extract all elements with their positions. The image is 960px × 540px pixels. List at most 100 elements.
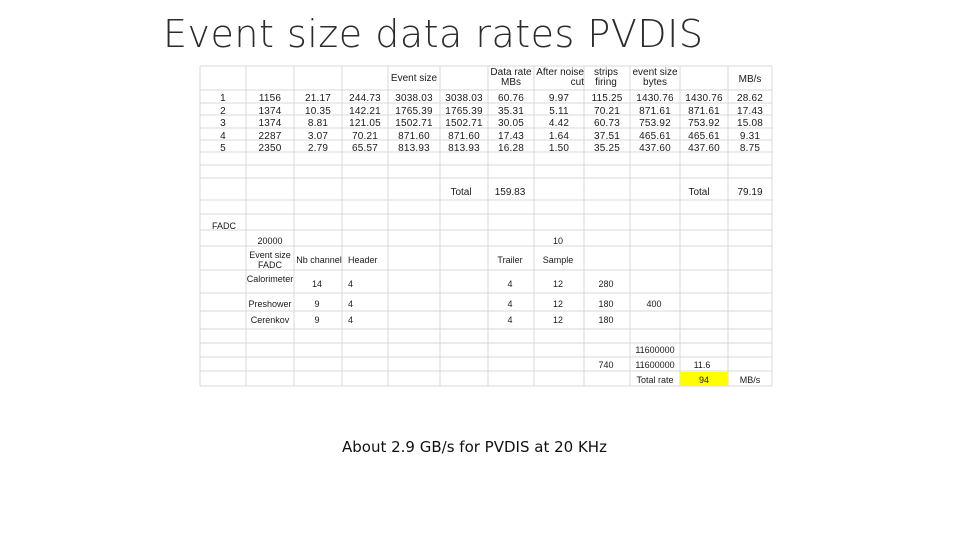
top-cell-r4-c9: 37.51 [593, 131, 621, 142]
fadc-header-r1: 4 [348, 279, 354, 289]
fadc-rate-value: 20000 [257, 236, 283, 246]
fadc-trailer-r2: 4 [507, 299, 513, 309]
preshower-extra: 400 [646, 299, 662, 309]
col-nb-channel: Nb channel [296, 255, 342, 265]
big-rate-value: 11.6 [693, 360, 711, 370]
top-cell-r4-c6: 871.60 [448, 131, 480, 142]
top-cell-r3-c8: 4.42 [548, 118, 570, 129]
top-cell-r4-c2: 2287 [258, 131, 282, 142]
top-cell-r5-c7: 16.28 [497, 143, 525, 154]
top-cell-r5-c11: 437.60 [688, 143, 720, 154]
col-trailer: Trailer [497, 255, 523, 265]
top-cell-r4-c8: 1.64 [548, 131, 570, 142]
top-cell-r5-c6: 813.93 [448, 143, 480, 154]
fadc-trailer-r1: 4 [507, 279, 513, 289]
top-cell-r3-c10: 753.92 [639, 118, 671, 129]
top-cell-r4-c11: 465.61 [688, 131, 720, 142]
fadc-nb-r3: 9 [314, 315, 320, 325]
top-cell-r3-c5: 1502.71 [395, 118, 433, 129]
top-cell-r2-c10: 871.61 [639, 106, 671, 117]
fadc-nb-r2: 9 [314, 299, 320, 309]
top-cell-r4-c7: 17.43 [497, 131, 525, 142]
total-label-1: Total [450, 187, 472, 198]
fadc-sample-r2: 12 [552, 299, 563, 309]
total-rate-label: Total rate [636, 375, 674, 385]
fadc-trailer-r3: 4 [507, 315, 513, 325]
header-event-size: Event size [390, 73, 438, 84]
fadc-name-r3: Cerenkov [250, 315, 290, 325]
top-cell-r5-c8: 1.50 [548, 143, 570, 154]
fadc-size-r3: 180 [598, 315, 614, 325]
slide-title: Event size data rates PVDIS [163, 12, 704, 56]
top-cell-r4-c12: 9.31 [739, 131, 761, 142]
top-cell-r2-c5: 1765.39 [395, 106, 433, 117]
top-cell-r2-c9: 70.21 [593, 106, 621, 117]
top-cell-r2-c1: 2 [220, 106, 226, 117]
fadc-sample-r3: 12 [552, 315, 563, 325]
fadc-size-r1: 280 [598, 279, 614, 289]
fadc-header-r3: 4 [348, 315, 354, 325]
top-cell-r1-c8: 9.97 [548, 93, 570, 104]
header-data-rate: Data rate MBs [490, 67, 532, 88]
total-rate-unit: MB/s [739, 375, 761, 385]
big-value-1: 11600000 [635, 345, 675, 355]
top-cell-r1-c6: 3038.03 [445, 93, 483, 104]
top-cell-r3-c11: 753.92 [688, 118, 720, 129]
top-cell-r1-c2: 1156 [258, 93, 282, 104]
top-cell-r1-c9: 115.25 [591, 93, 623, 104]
top-cell-r1-c3: 21.17 [304, 93, 332, 104]
col-event-size-fadc: Event size FADC [249, 250, 291, 270]
total-value-1: 159.83 [494, 187, 526, 198]
top-cell-r3-c9: 60.73 [593, 118, 621, 129]
header-event-size-bytes: event size bytes [632, 67, 678, 88]
col-sample: Sample [542, 255, 574, 265]
top-cell-r5-c2: 2350 [258, 143, 282, 154]
fadc-name-r1: Calorimeter [246, 274, 294, 284]
top-cell-r1-c1: 1 [220, 93, 226, 104]
top-cell-r3-c3: 8.81 [307, 118, 329, 129]
top-cell-r3-c6: 1502.71 [445, 118, 483, 129]
top-cell-r1-c5: 3038.03 [395, 93, 433, 104]
top-cell-r5-c9: 35.25 [593, 143, 621, 154]
fadc-size-r2: 180 [598, 299, 614, 309]
fadc-section-label: FADC [212, 221, 237, 231]
top-cell-r1-c12: 28.62 [736, 93, 764, 104]
sum-value: 740 [598, 360, 614, 370]
slide-footer: About 2.9 GB/s for PVDIS at 20 KHz [342, 438, 607, 456]
header-mbs: MB/s [738, 74, 762, 85]
fadc-sample-r1: 12 [552, 279, 563, 289]
top-cell-r4-c10: 465.61 [639, 131, 671, 142]
total-rate-value: 94 [698, 375, 709, 385]
top-cell-r3-c7: 30.05 [497, 118, 525, 129]
top-cell-r1-c11: 1430.76 [685, 93, 723, 104]
top-cell-r3-c2: 1374 [258, 118, 282, 129]
fadc-nb-r1: 14 [311, 279, 322, 289]
fadc-ten-value: 10 [552, 236, 563, 246]
top-cell-r2-c2: 1374 [258, 106, 282, 117]
total-label-2: Total [688, 187, 710, 198]
total-rate-highlight [680, 372, 728, 386]
top-cell-r5-c4: 65.57 [351, 143, 379, 154]
top-cell-r3-c12: 15.08 [736, 118, 764, 129]
top-cell-r2-c12: 17.43 [736, 106, 764, 117]
total-value-2: 79.19 [737, 187, 763, 198]
header-strips-firing: strips firing [594, 67, 618, 88]
top-cell-r2-c4: 142.21 [349, 106, 381, 117]
top-cell-r2-c11: 871.61 [688, 106, 720, 117]
top-cell-r2-c3: 10.35 [304, 106, 332, 117]
top-cell-r2-c6: 1765.39 [445, 106, 483, 117]
top-cell-r5-c10: 437.60 [639, 143, 671, 154]
top-cell-r3-c1: 3 [220, 118, 226, 129]
top-cell-r5-c3: 2.79 [307, 143, 329, 154]
top-cell-r5-c1: 5 [220, 143, 226, 154]
top-cell-r1-c4: 244.73 [349, 93, 381, 104]
top-cell-r5-c12: 8.75 [739, 143, 761, 154]
top-cell-r2-c7: 35.31 [497, 106, 525, 117]
top-cell-r1-c7: 60.76 [497, 93, 525, 104]
top-cell-r2-c8: 5.11 [549, 106, 569, 117]
top-cell-r4-c5: 871.60 [398, 131, 430, 142]
top-cell-r5-c5: 813.93 [398, 143, 430, 154]
big-value-2: 11600000 [635, 360, 675, 370]
top-cell-r4-c1: 4 [220, 131, 226, 142]
